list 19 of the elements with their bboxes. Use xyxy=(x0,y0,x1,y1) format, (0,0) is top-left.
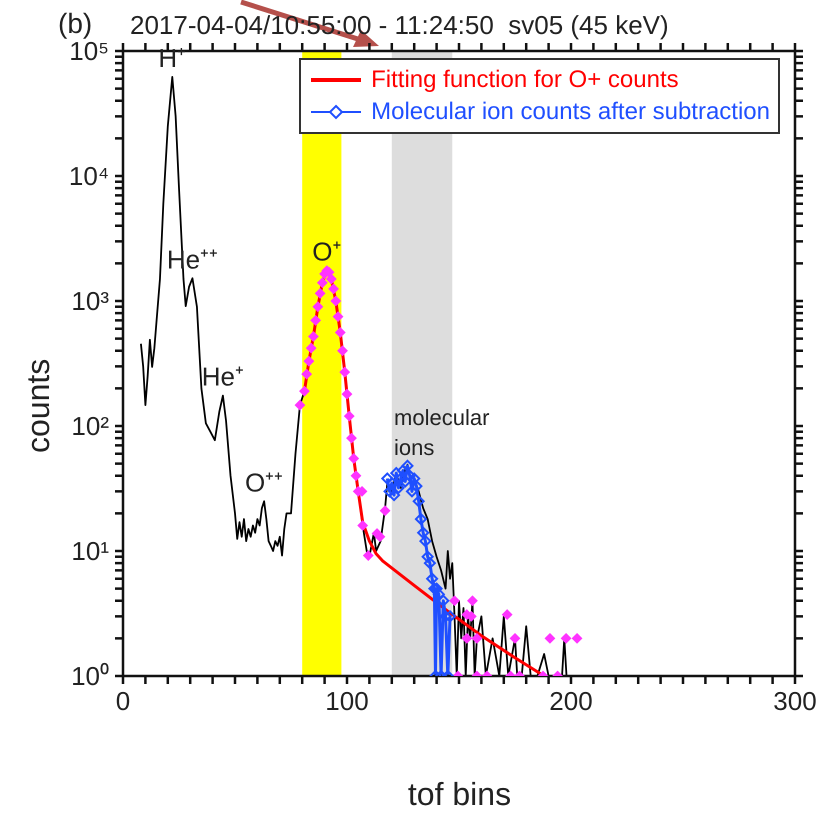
x-tick-label: 100 xyxy=(325,686,369,716)
x-tick-label: 200 xyxy=(549,686,593,716)
y-tick-label: 10⁰ xyxy=(71,661,109,691)
x-tick-label: 300 xyxy=(773,686,817,716)
y-tick-label: 10⁴ xyxy=(68,161,109,191)
annotation: O⁺⁺ xyxy=(245,467,284,498)
x-axis-title: tof bins xyxy=(406,776,512,813)
x-tick-label: 0 xyxy=(116,686,130,716)
y-axis-title: counts xyxy=(19,358,57,453)
text: (b) xyxy=(58,8,92,40)
annotation: O⁺ xyxy=(312,236,342,267)
y-tick-label: 10³ xyxy=(71,286,110,316)
annotation: molecular ions xyxy=(394,404,490,460)
annotation: H⁺ xyxy=(158,42,186,73)
y-tick-label: 10² xyxy=(71,411,110,441)
annotation: He⁺ xyxy=(202,362,244,392)
y-tick-label: 10¹ xyxy=(71,536,110,566)
legend-label: Molecular ion counts after subtraction xyxy=(371,97,770,127)
legend-label: Fitting function for O+ counts xyxy=(371,65,679,95)
